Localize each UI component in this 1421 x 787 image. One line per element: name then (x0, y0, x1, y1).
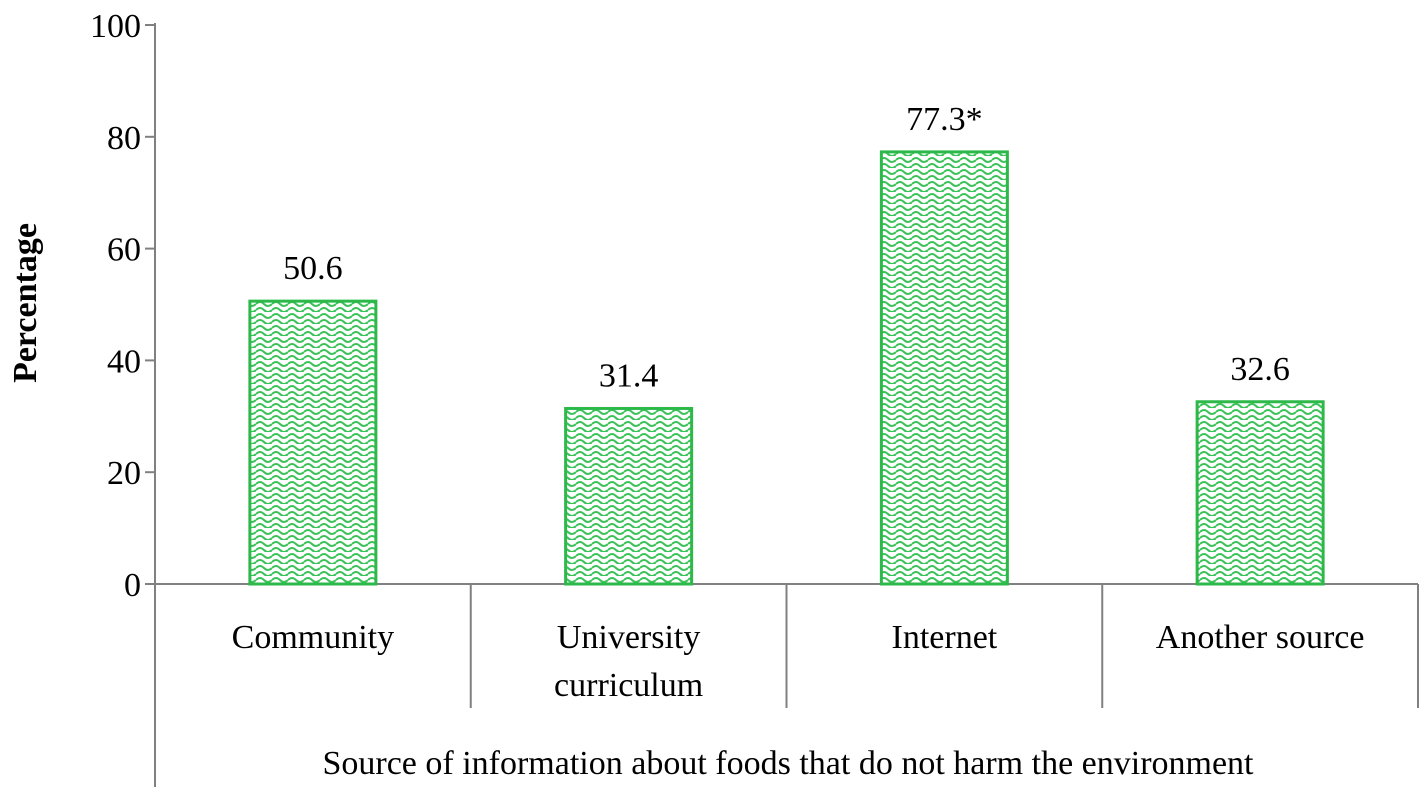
x-tick-label: University (557, 619, 701, 656)
data-label: 31.4 (599, 357, 659, 394)
x-tick-label: curriculum (554, 667, 703, 704)
x-axis-title: Source of information about foods that d… (322, 745, 1254, 782)
labels: 0 20 40 60 80 100 50.6 Community 31.4 University c… (90, 8, 1364, 704)
bar (879, 150, 1009, 586)
y-tick-label: 100 (90, 8, 141, 45)
data-label: 77.3* (906, 101, 983, 138)
x-tick-label: Internet (892, 619, 998, 656)
bar (1195, 400, 1325, 586)
bars (248, 150, 1325, 586)
y-tick-label: 20 (107, 455, 141, 492)
y-tick-label: 80 (107, 120, 141, 157)
y-axis-title: Percentage (7, 223, 44, 383)
bar (564, 406, 694, 586)
bar (248, 299, 378, 586)
x-tick-label: Community (232, 619, 394, 656)
data-label: 50.6 (283, 250, 343, 287)
data-label: 32.6 (1230, 351, 1290, 388)
x-tick-label: Another source (1156, 619, 1365, 656)
y-tick-label: 40 (107, 343, 141, 380)
y-tick-label: 0 (124, 567, 141, 604)
y-tick-label: 60 (107, 232, 141, 269)
